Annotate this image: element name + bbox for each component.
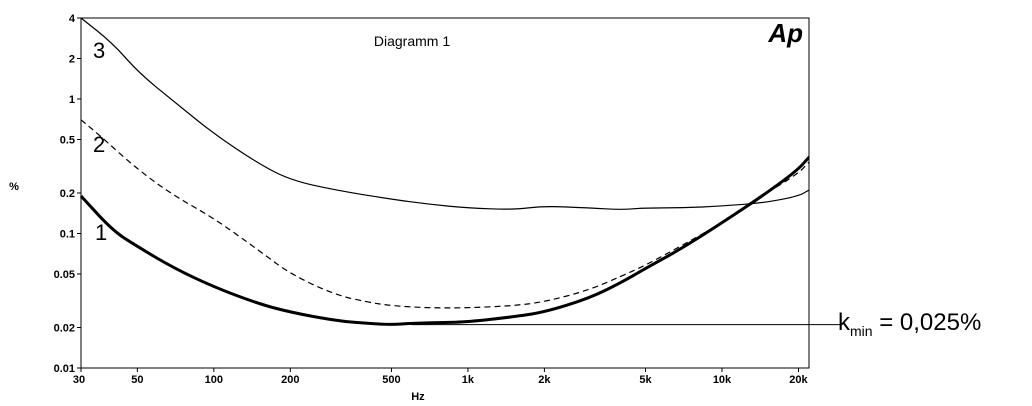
kmin-subscript: min (850, 323, 873, 339)
curve-1-label: 1 (95, 220, 107, 245)
y-tick-label: 0.2 (60, 188, 75, 200)
ap-logo: Ap (767, 18, 803, 48)
kmin-value: = 0,025% (873, 309, 982, 336)
x-tick-label: 500 (382, 374, 400, 386)
series-3-line (80, 17, 810, 210)
x-tick-label: 20k (789, 374, 808, 386)
plot-frame (80, 17, 810, 369)
y-axis: 4 2 1 0.5 0.2 0.1 0.05 0.02 0.01 (54, 13, 81, 375)
series-1-line (79, 155, 811, 326)
kmin-annotation: kmin = 0,025% (838, 309, 981, 339)
x-tick-label: 50 (131, 374, 143, 386)
x-tick-label: 200 (281, 374, 299, 386)
x-tick-label: 10k (713, 374, 732, 386)
x-tick-label: 30 (73, 374, 85, 386)
x-axis: 30 50 100 200 500 1k 2k 5k 10k 20k (73, 368, 809, 386)
y-tick-label: 0.01 (54, 363, 75, 375)
curve-2-label: 2 (93, 132, 105, 157)
x-tick-label: 1k (462, 374, 475, 386)
series-2-line (80, 119, 810, 309)
y-tick-label: 2 (69, 53, 75, 65)
x-tick-label: 5k (639, 374, 652, 386)
plot-area: 30 50 100 200 500 1k 2k 5k 10k 20k 4 2 1 0.5 0.2 0.1 0.… (54, 13, 840, 386)
curve-3-label: 3 (93, 38, 105, 63)
chart-title: Diagramm 1 (374, 33, 450, 49)
y-tick-label: 1 (69, 94, 75, 106)
x-tick-label: 100 (205, 374, 223, 386)
y-tick-label: 0.5 (60, 134, 75, 146)
kmin-k: k (838, 309, 851, 336)
y-tick-label: 0.1 (60, 228, 75, 240)
y-tick-label: 0.02 (54, 323, 75, 335)
x-axis-label: Hz (411, 391, 425, 403)
series-layer (79, 17, 811, 326)
x-tick-label: 2k (538, 374, 551, 386)
y-tick-label: 4 (69, 13, 76, 25)
y-axis-label: % (9, 181, 19, 193)
y-tick-label: 0.05 (54, 269, 75, 281)
